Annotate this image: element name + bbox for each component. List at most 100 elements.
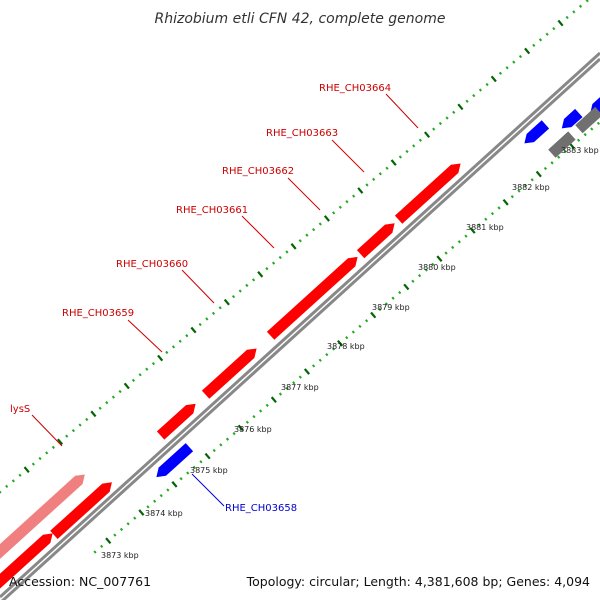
scale-label-3874: 3874 kbp — [145, 509, 183, 518]
lower-track-minor-tick — [477, 223, 481, 227]
gene-feature-rhe-ch03659[interactable] — [156, 403, 196, 440]
upper-track-minor-tick — [305, 233, 309, 237]
upper-track-minor-tick — [151, 361, 156, 366]
upper-track-minor-tick — [131, 378, 136, 382]
upper-track-major-tick — [390, 159, 397, 166]
upper-track-minor-tick — [205, 317, 209, 321]
lower-track-minor-tick — [451, 245, 455, 250]
lower-track-minor-tick — [166, 488, 170, 492]
upper-track-major-tick — [323, 215, 330, 222]
upper-track-minor-tick — [171, 345, 176, 349]
map-title: Rhizobium etli CFN 42, complete genome — [155, 11, 446, 27]
lower-track-minor-tick — [596, 121, 600, 125]
backbone-line-upper — [0, 51, 600, 599]
lower-track-minor-tick — [311, 364, 316, 368]
gene-feature-rhe-ch03662[interactable] — [356, 223, 395, 259]
leader-rhe-ch03663 — [331, 139, 365, 173]
upper-track-minor-tick — [38, 456, 42, 461]
gene-feature-rhe-ch03661[interactable] — [266, 256, 358, 340]
upper-track-minor-tick — [452, 110, 456, 115]
upper-track-minor-tick — [105, 401, 109, 405]
lower-track-minor-tick — [490, 211, 495, 216]
upper-track-minor-tick — [18, 473, 22, 477]
gene-label-lyss[interactable]: lysS — [10, 404, 30, 415]
lower-track-minor-tick — [278, 392, 283, 396]
lower-track-minor-tick — [126, 522, 130, 526]
upper-track-minor-tick — [298, 239, 302, 243]
leader-rhe-ch03662 — [287, 177, 321, 211]
upper-track-major-tick — [524, 47, 531, 55]
gene-label-rhe-ch03664[interactable]: RHE_CH03664 — [319, 83, 391, 94]
upper-track-minor-tick — [138, 373, 142, 377]
lower-track-minor-tick — [119, 527, 124, 532]
gene-feature-rhe-ch03660[interactable] — [201, 348, 257, 399]
upper-track-major-tick — [223, 298, 230, 306]
lower-track-minor-tick — [133, 516, 137, 520]
upper-track-minor-tick — [238, 289, 242, 293]
scale-label-3878: 3878 kbp — [327, 342, 365, 351]
upper-track-minor-tick — [585, 0, 589, 3]
upper-track-minor-tick — [185, 334, 189, 338]
lower-track-minor-tick — [378, 307, 382, 312]
lower-track-minor-tick — [199, 460, 203, 464]
lower-track-major-tick — [502, 199, 509, 206]
gene-feature-reverse-3[interactable] — [561, 108, 583, 129]
lower-track-minor-tick — [417, 273, 422, 278]
backbone — [0, 51, 600, 600]
upper-track-minor-tick — [412, 144, 416, 148]
lower-track-major-tick — [171, 481, 178, 488]
upper-track-minor-tick — [165, 350, 169, 355]
upper-track-major-tick — [90, 410, 97, 418]
lower-track-minor-tick — [252, 414, 256, 419]
upper-track-minor-tick — [498, 71, 503, 75]
upper-track-minor-tick — [512, 60, 516, 64]
gene-feature-lyss[interactable] — [0, 474, 85, 578]
gene-label-rhe-ch03662[interactable]: RHE_CH03662 — [222, 166, 294, 177]
gene-feature-rhe-ch03658[interactable] — [156, 443, 194, 478]
gene-label-rhe-ch03658[interactable]: RHE_CH03658 — [225, 503, 297, 514]
lower-track-minor-tick — [563, 149, 567, 154]
upper-track-major-tick — [357, 187, 364, 194]
upper-track-minor-tick — [552, 26, 556, 31]
upper-track-major-tick — [257, 270, 264, 278]
leader-rhe-ch03658 — [191, 473, 225, 507]
gene-label-rhe-ch03663[interactable]: RHE_CH03663 — [266, 128, 338, 139]
lower-track-major-tick — [370, 311, 377, 319]
gene-feature-forward-2[interactable] — [50, 482, 112, 539]
upper-track-major-tick — [490, 75, 497, 83]
upper-track-minor-tick — [545, 32, 549, 36]
lower-track-minor-tick — [444, 251, 448, 255]
gene-label-rhe-ch03659[interactable]: RHE_CH03659 — [62, 308, 134, 319]
scale-labels: 3873 kbp 3874 kbp 3875 kbp 3876 kbp 3877… — [101, 146, 599, 560]
lower-tick-track — [93, 121, 600, 554]
upper-track-minor-tick — [532, 43, 536, 48]
lower-track-minor-tick — [225, 437, 230, 441]
gene-feature-rhe-ch03663[interactable] — [394, 163, 461, 224]
lower-track-minor-tick — [517, 189, 521, 193]
leader-rhe-ch03664 — [385, 93, 419, 129]
upper-track-minor-tick — [465, 99, 469, 103]
lower-track-minor-tick — [258, 409, 263, 413]
upper-track-minor-tick — [565, 15, 569, 20]
label-leader-lines — [31, 93, 419, 507]
gene-label-rhe-ch03661[interactable]: RHE_CH03661 — [176, 205, 248, 216]
gene-label-rhe-ch03660[interactable]: RHE_CH03660 — [116, 259, 188, 270]
upper-track-major-tick — [190, 326, 197, 334]
upper-track-minor-tick — [398, 155, 402, 159]
lower-track-major-tick — [204, 452, 211, 460]
gene-feature-gray-2[interactable] — [575, 106, 600, 134]
gene-feature-forward-start[interactable] — [0, 533, 53, 600]
backbone-line-lower — [1, 57, 600, 600]
lower-track-minor-tick — [576, 138, 581, 142]
upper-track-minor-tick — [178, 339, 182, 343]
lower-track-minor-tick — [398, 290, 402, 295]
gene-feature-reverse-2[interactable] — [524, 120, 550, 144]
leader-rhe-ch03660 — [181, 269, 215, 304]
upper-track-minor-tick — [405, 149, 409, 154]
upper-track-minor-tick — [378, 172, 382, 176]
gene-feature-gray-1[interactable] — [548, 131, 576, 158]
upper-track-minor-tick — [332, 211, 336, 215]
lower-track-minor-tick — [510, 195, 514, 199]
upper-track-minor-tick — [578, 4, 583, 8]
